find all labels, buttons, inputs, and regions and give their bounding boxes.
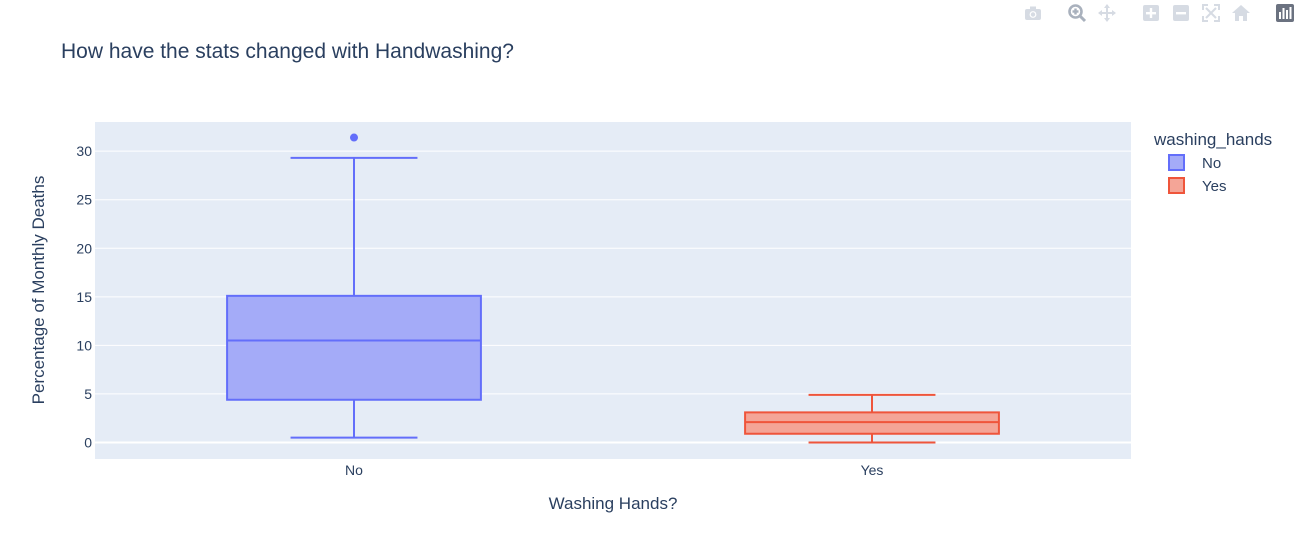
plot-area[interactable] bbox=[95, 122, 1131, 459]
y-axis-ticks: 0 5 10 15 20 25 30 bbox=[76, 143, 92, 450]
legend-label-no: No bbox=[1202, 155, 1221, 172]
legend-swatch-yes bbox=[1168, 177, 1185, 194]
box-yes[interactable] bbox=[744, 393, 1000, 444]
chart-title: How have the stats changed with Handwash… bbox=[61, 40, 514, 63]
zoom-out-icon[interactable] bbox=[1170, 2, 1192, 24]
legend-label-yes: Yes bbox=[1202, 178, 1226, 195]
y-tick-label: 20 bbox=[76, 240, 92, 256]
box-no[interactable] bbox=[226, 133, 482, 439]
boxes bbox=[226, 133, 1000, 444]
x-axis-title: Washing Hands? bbox=[549, 494, 678, 513]
zoom-in-icon[interactable] bbox=[1140, 2, 1162, 24]
y-tick-label: 5 bbox=[84, 386, 92, 402]
y-tick-label: 10 bbox=[76, 337, 92, 353]
legend-item-no[interactable]: No bbox=[1168, 154, 1221, 172]
y-tick-label: 15 bbox=[76, 289, 92, 305]
pan-icon[interactable] bbox=[1096, 2, 1118, 24]
y-tick-label: 0 bbox=[84, 434, 92, 450]
legend-item-yes[interactable]: Yes bbox=[1168, 177, 1226, 195]
x-tick-label: Yes bbox=[861, 462, 884, 478]
outlier-point[interactable] bbox=[350, 133, 358, 142]
modebar bbox=[1022, 2, 1296, 24]
legend-title: washing_hands bbox=[1153, 130, 1272, 149]
y-axis-title: Percentage of Monthly Deaths bbox=[29, 176, 48, 405]
legend: washing_hands No Yes bbox=[1153, 130, 1272, 195]
plotly-logo-icon[interactable] bbox=[1274, 2, 1296, 24]
y-tick-label: 30 bbox=[76, 143, 92, 159]
home-icon[interactable] bbox=[1230, 2, 1252, 24]
zoom-icon[interactable] bbox=[1066, 2, 1088, 24]
y-tick-label: 25 bbox=[76, 192, 92, 208]
x-tick-label: No bbox=[345, 462, 363, 478]
iqr-box bbox=[226, 294, 482, 401]
legend-swatch-no bbox=[1168, 154, 1185, 171]
autoscale-icon[interactable] bbox=[1200, 2, 1222, 24]
camera-icon[interactable] bbox=[1022, 2, 1044, 24]
x-axis-ticks: No Yes bbox=[345, 462, 883, 478]
